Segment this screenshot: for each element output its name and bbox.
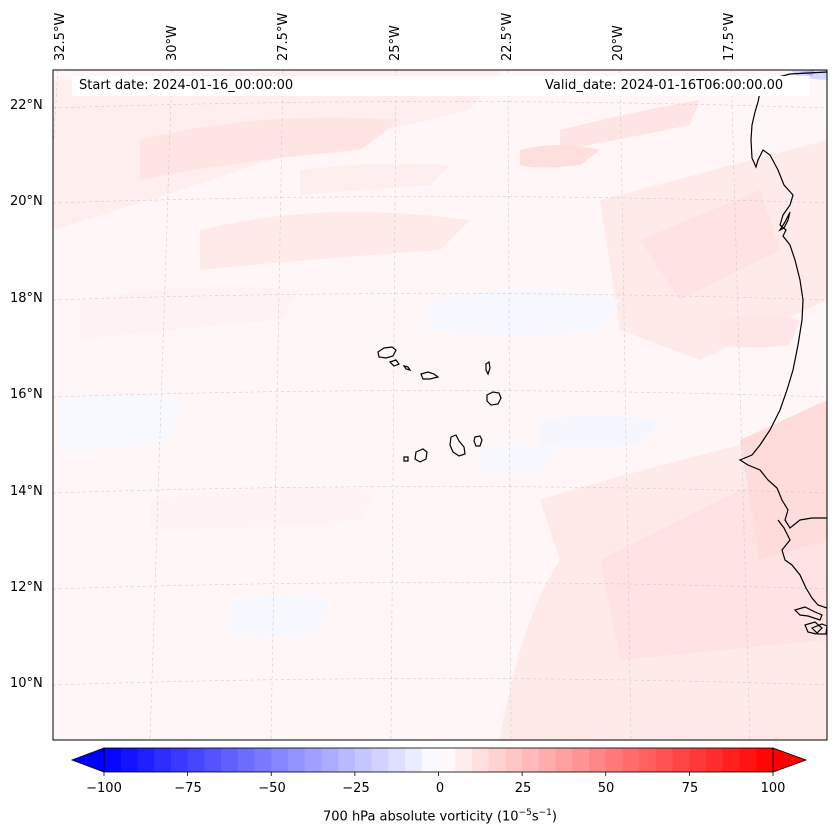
date-info-bar <box>72 76 810 96</box>
colorbar-segment <box>304 748 322 772</box>
lon-label-27-5w: 27.5°W <box>276 12 291 61</box>
vorticity-field <box>53 70 827 740</box>
colorbar-segment <box>589 748 607 772</box>
colorbar <box>70 747 808 776</box>
lon-label-30w: 30°W <box>165 25 180 61</box>
colorbar-tick: 50 <box>597 781 615 796</box>
lon-label-25w: 25°W <box>388 25 403 61</box>
lat-label-12n: 12°N <box>10 580 43 595</box>
colorbar-segment <box>689 748 707 772</box>
colorbar-tick: 100 <box>760 781 786 796</box>
colorbar-segment <box>471 748 490 772</box>
colorbar-segment <box>756 748 774 772</box>
colorbar-segment <box>254 748 272 772</box>
colorbar-tick: 75 <box>681 781 699 796</box>
cape-verde-islands <box>377 346 502 463</box>
colorbar-segment <box>722 748 741 772</box>
colorbar-segment <box>572 748 590 772</box>
colorbar-segment <box>154 748 172 772</box>
colorbar-segment <box>388 748 406 772</box>
colorbar-segment <box>455 748 473 772</box>
colorbar-segment <box>237 748 256 772</box>
colorbar-segment <box>371 748 389 772</box>
colorbar-segment <box>321 748 339 772</box>
colorbar-tick: 25 <box>514 781 532 796</box>
colorbar-segment <box>338 748 356 772</box>
colorbar-extend-max <box>772 747 808 773</box>
colorbar-segment <box>739 748 757 772</box>
lon-label-22-5w: 22.5°W <box>500 12 515 61</box>
colorbar-segment <box>706 748 724 772</box>
colorbar-segment <box>639 748 657 772</box>
colorbar-segment <box>655 748 674 772</box>
colorbar-segment <box>204 748 222 772</box>
colorbar-segment <box>104 748 122 772</box>
colorbar-segment <box>605 748 623 772</box>
colorbar-segment <box>170 748 189 772</box>
valid-date-text: Valid_date: 2024-01-16T06:00:00.00 <box>545 78 784 93</box>
lat-label-14n: 14°N <box>10 484 43 499</box>
colorbar-segment <box>488 748 506 772</box>
west-africa-coastline <box>738 71 827 635</box>
colorbar-extend-min <box>70 747 105 773</box>
colorbar-tick: 0 <box>435 781 445 796</box>
colorbar-tick: −100 <box>86 781 122 796</box>
colorbar-tick: −50 <box>258 781 286 796</box>
colorbar-segment <box>137 748 155 772</box>
colorbar-tick: −75 <box>174 781 202 796</box>
colorbar-segment <box>187 748 205 772</box>
colorbar-tick: −25 <box>342 781 370 796</box>
colorbar-segment <box>221 748 239 772</box>
lat-label-10n: 10°N <box>10 676 43 691</box>
start-date-text: Start date: 2024-01-16_00:00:00 <box>79 78 294 93</box>
colorbar-segment <box>421 748 439 772</box>
lat-label-16n: 16°N <box>10 387 43 402</box>
colorbar-segment <box>555 748 573 772</box>
lon-label-32-5w: 32.5°W <box>53 12 68 61</box>
lon-label-20w: 20°W <box>611 25 626 61</box>
colorbar-segment <box>354 748 373 772</box>
lat-label-18n: 18°N <box>10 291 43 306</box>
lat-label-22n: 22°N <box>10 98 43 113</box>
colorbar-segment <box>505 748 523 772</box>
gridlines <box>53 70 827 740</box>
lon-label-17-5w: 17.5°W <box>722 12 737 61</box>
colorbar-segment <box>287 748 306 772</box>
colorbar-segment <box>120 748 138 772</box>
lat-label-20n: 20°N <box>10 194 43 209</box>
colorbar-segment <box>622 748 640 772</box>
map-area <box>53 70 827 740</box>
colorbar-segment <box>672 748 690 772</box>
colorbar-label: 700 hPa absolute vorticity (10−5s−1) <box>323 808 557 825</box>
colorbar-segment <box>271 748 289 772</box>
colorbar-segment <box>405 748 423 772</box>
colorbar-segment <box>438 748 456 772</box>
colorbar-segment <box>522 748 540 772</box>
colorbar-segment <box>538 748 557 772</box>
